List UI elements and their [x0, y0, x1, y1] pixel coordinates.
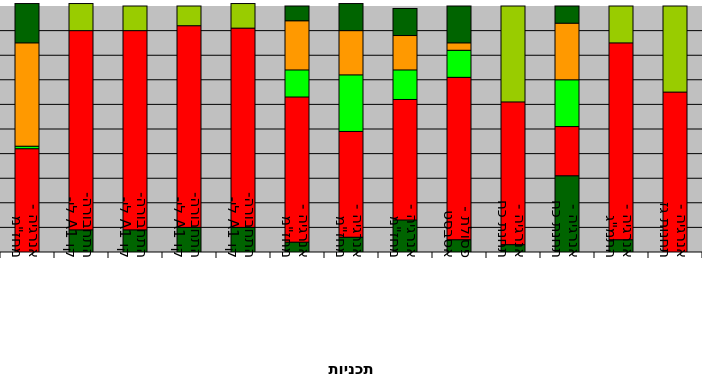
category-label-line: קו A1 לי-: [116, 197, 134, 258]
bar-segment: [14, 3, 40, 44]
bar-segment: [392, 7, 418, 37]
category-label-line: אנרגיה -: [565, 204, 583, 258]
x-axis-ticks: [0, 252, 702, 258]
bar-segment: [662, 5, 688, 93]
category-label: אנרגיה -תחנת כח: [548, 200, 583, 258]
category-label-line: אנרגיה -: [673, 204, 691, 258]
category-label: התחבורה-קו A1 לי-: [224, 192, 259, 258]
category-label-line: התחבורה-: [241, 192, 259, 258]
bar-segment: [392, 219, 418, 253]
bar-segment: [14, 42, 40, 147]
bar-segment: [608, 5, 634, 44]
category-label: אנרגיה -התמ"ג: [602, 204, 637, 258]
bar-segment: [338, 3, 364, 32]
bar-segment: [446, 42, 472, 51]
category-label: אנרגיה -תחנות גז: [656, 202, 691, 258]
bar-segment: [230, 27, 256, 228]
category-label-line: התחבורה-: [187, 192, 205, 258]
bar-segment: [500, 5, 526, 103]
category-label: אנרגיה -מחז"מ: [8, 204, 43, 258]
bar-segment: [446, 5, 472, 44]
bar-segment: [554, 5, 580, 24]
bar-segment: [122, 5, 148, 32]
category-label: אנרגיה -מחז"מ: [386, 204, 421, 258]
bar-segment: [68, 3, 94, 32]
bar-segment: [284, 5, 310, 22]
category-label: התחבורה-קו A1 לי-: [116, 192, 151, 258]
bar-segment: [284, 20, 310, 71]
category-label-line: אסבסט: [440, 210, 458, 258]
bar-segment: [554, 126, 580, 177]
category-label-line: מחז"מ: [8, 216, 26, 258]
category-label-line: אנרגיה -: [403, 204, 421, 258]
category-label-line: תחנת כח: [548, 200, 566, 258]
category-label-line: קו A1 לי-: [170, 197, 188, 258]
category-label-line: התמ"ג: [602, 215, 620, 258]
category-label-line: אנרגיה -: [295, 204, 313, 258]
category-label-line: התחבורה-: [79, 192, 97, 258]
bar-segment: [392, 69, 418, 100]
category-labels: אנרגיה -מחז"מ התחבורה-קו A1 לי- התחבורה-קו…: [8, 192, 691, 258]
bar-segment: [554, 175, 580, 253]
bar-stack-group: [14, 3, 688, 253]
category-label-line: התחבורה-: [133, 192, 151, 258]
bar-segment: [338, 74, 364, 132]
category-label-line: מחז"מ: [278, 216, 296, 258]
bar-segment: [176, 5, 202, 27]
category-label-line: תחנת כח: [494, 200, 512, 258]
bar-segment: [446, 49, 472, 78]
category-label-line: אנרגיה -: [511, 204, 529, 258]
bar-segment: [284, 96, 310, 243]
category-label-line: מחז"מ: [332, 216, 350, 258]
bar-segment: [392, 98, 418, 221]
bar-segment: [284, 69, 310, 98]
bar-segment: [176, 25, 202, 228]
category-label-line: מחז"מ: [386, 216, 404, 258]
category-label: פסולת -אסבסט: [440, 206, 475, 258]
category-label-line: תחנות גז: [656, 202, 674, 258]
bar-segment: [554, 22, 580, 81]
bar-segment: [338, 30, 364, 76]
bar-segment: [662, 91, 688, 253]
category-label-line: אנרגיה -: [349, 204, 367, 258]
category-label: אנרגיה -מחז"מ: [332, 204, 367, 258]
bar-segment: [338, 130, 364, 238]
category-label-line: קו A1 לי-: [224, 197, 242, 258]
bar-segment: [176, 226, 202, 253]
bar-segment: [608, 42, 634, 241]
category-label-line: אנרגיה -: [25, 204, 43, 258]
category-label: התחבורה-קו A1 לי-: [62, 192, 97, 258]
bar-segment: [14, 148, 40, 253]
x-axis-title: תכניות: [328, 360, 373, 378]
category-label: אנרגיה -מחז"מ: [278, 204, 313, 258]
bar-segment: [554, 79, 580, 128]
category-label: התחבורה-קו A1 לי-: [170, 192, 205, 258]
category-label-line: קו A1 לי-: [62, 197, 80, 258]
category-label: אנרגיה -תחנת כח: [494, 200, 529, 258]
bar-segment: [446, 76, 472, 241]
category-label-line: פסולת -: [457, 206, 475, 258]
category-label-line: אנרגיה -: [619, 204, 637, 258]
bar-segment: [392, 35, 418, 71]
bar-segment: [230, 3, 256, 29]
